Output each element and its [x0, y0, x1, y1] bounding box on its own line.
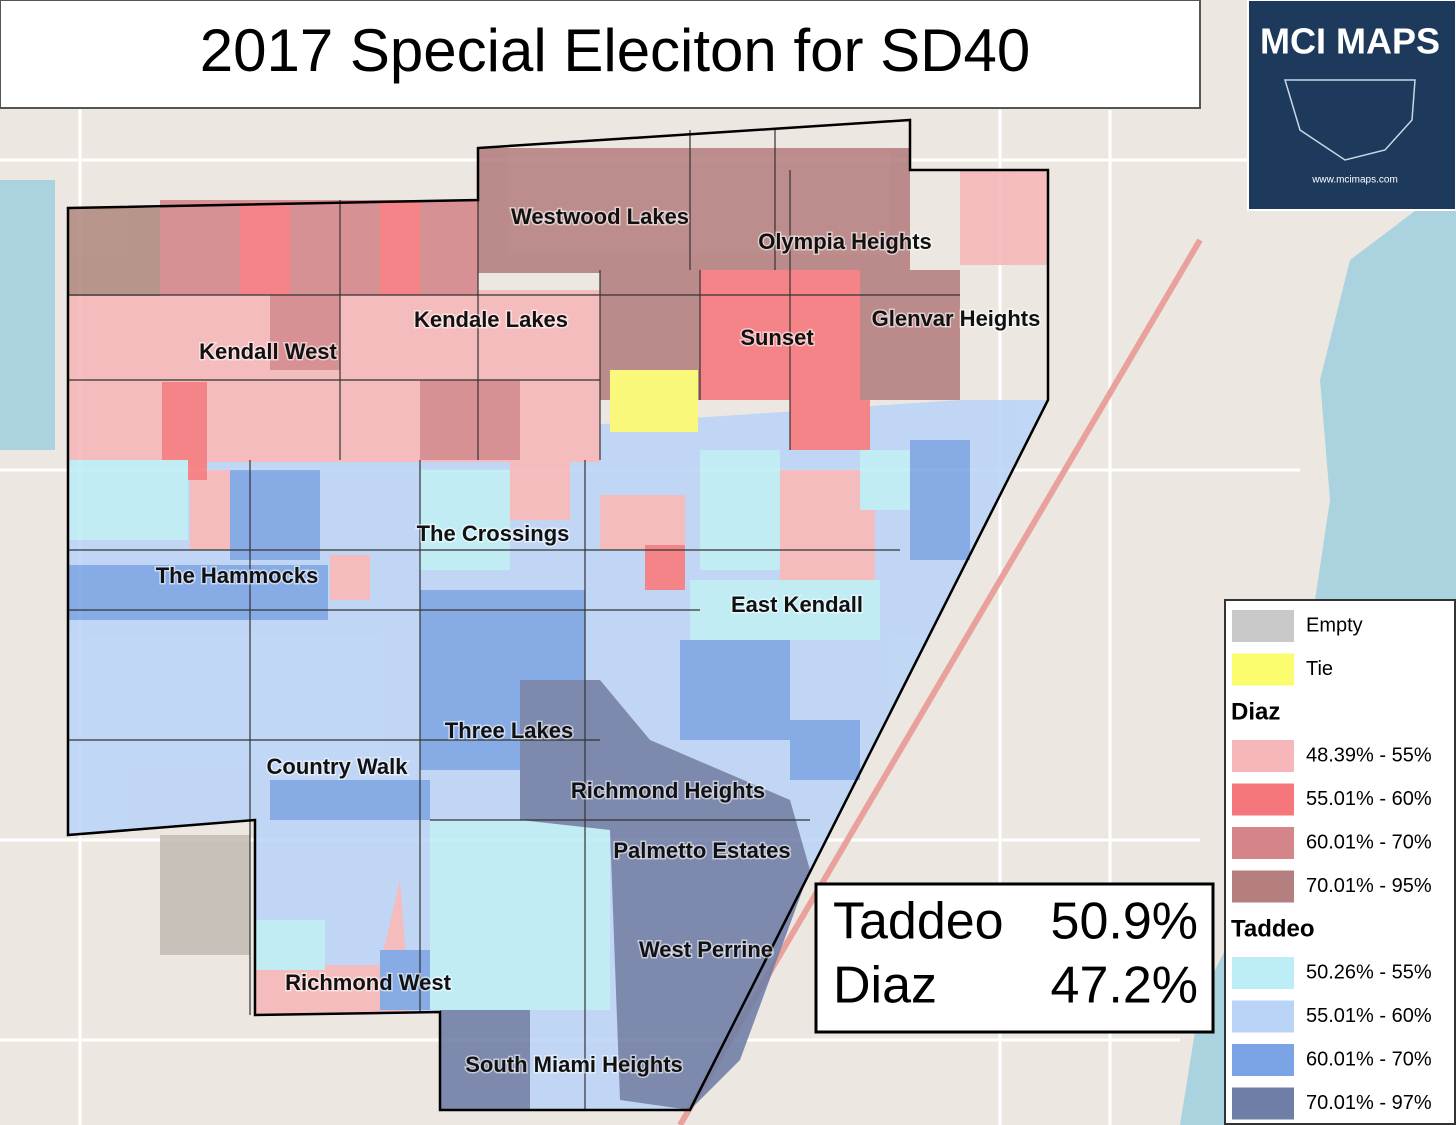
title-box [0, 0, 1201, 109]
precincts [68, 148, 1048, 1110]
water [0, 180, 55, 450]
legend-box [1224, 599, 1456, 1125]
place-label: Sunset [740, 325, 814, 350]
legend-label: 48.39% - 55% [1306, 744, 1432, 766]
place-label: Palmetto Estates [613, 838, 790, 863]
legend-swatch [1232, 610, 1294, 642]
result-name: Diaz [833, 957, 937, 1015]
logo-box [1247, 0, 1456, 211]
precinct-borders [68, 130, 960, 1110]
place-label: Glenvar Heights [872, 306, 1041, 331]
legend-swatch [1232, 827, 1294, 859]
legend-swatch [1232, 1087, 1294, 1120]
district-outline [66, 118, 1050, 1112]
results-box [814, 882, 1215, 1034]
legend-label: 60.01% - 70% [1306, 1048, 1432, 1070]
place-label: South Miami Heights [465, 1052, 683, 1077]
legend-swatch [1232, 653, 1294, 686]
place-label: Richmond Heights [571, 778, 765, 803]
results: Taddeo 50.9% Diaz 47.2% [833, 893, 1198, 1015]
legend: Empty Tie Diaz 48.39% - 55% 55.01% - 60% 60.0… [1231, 610, 1432, 1120]
legend-group-title: Diaz [1231, 698, 1280, 725]
legend-swatch [1232, 957, 1294, 989]
result-share: 50.9% [1051, 893, 1198, 951]
place-labels: Westwood Lakes Olympia Heights Kendale Lak… [154, 202, 1042, 1078]
place-label: Kendall West [199, 339, 337, 364]
logo-url: www.mcimaps.com [1311, 175, 1398, 186]
logo-map [1283, 79, 1416, 161]
legend-label: 70.01% - 97% [1306, 1092, 1432, 1114]
place-label: The Hammocks [156, 563, 319, 588]
result-name: Taddeo [833, 893, 1004, 951]
legend-label: Tie [1306, 658, 1333, 680]
place-label: West Perrine [639, 937, 773, 962]
place-label: Country Walk [267, 754, 409, 779]
legend-label: 55.01% - 60% [1306, 1005, 1432, 1027]
legend-label: 60.01% - 70% [1306, 831, 1432, 853]
legend-label: 50.26% - 55% [1306, 961, 1432, 983]
legend-swatch [1232, 870, 1294, 903]
legend-swatch [1232, 1000, 1294, 1033]
legend-label: Empty [1306, 614, 1363, 636]
legend-group-title: Taddeo [1231, 915, 1315, 942]
place-label: Kendale Lakes [414, 307, 568, 332]
place-label: Richmond West [285, 970, 452, 995]
title: 2017 Special Eleciton for SD40 [200, 17, 1031, 84]
legend-swatch [1232, 1044, 1294, 1076]
place-label: Westwood Lakes [511, 204, 689, 229]
place-label: Three Lakes [445, 718, 573, 743]
place-label: East Kendall [731, 592, 863, 617]
legend-label: 55.01% - 60% [1306, 788, 1432, 810]
place-label: Olympia Heights [758, 229, 932, 254]
place-label: The Crossings [417, 521, 570, 546]
logo-title: MCI MAPS [1260, 21, 1440, 62]
legend-swatch [1232, 740, 1294, 772]
legend-swatch [1232, 783, 1294, 816]
legend-label: 70.01% - 95% [1306, 875, 1432, 897]
result-share: 47.2% [1051, 957, 1198, 1015]
